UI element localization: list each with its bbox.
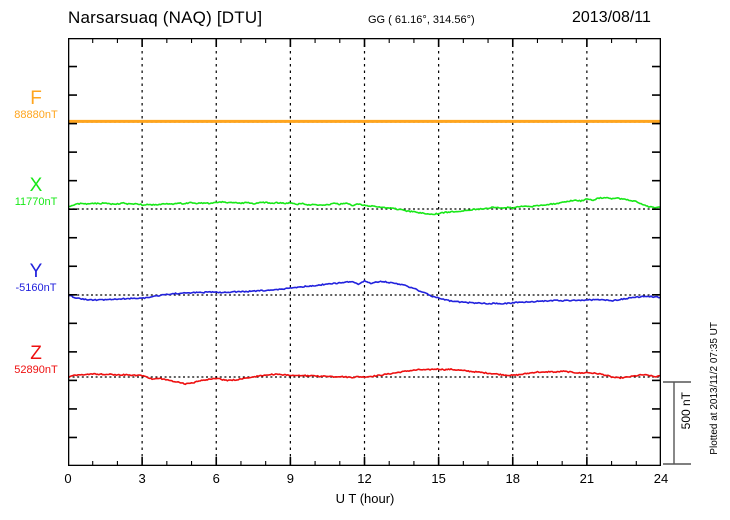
station-title: Narsarsuaq (NAQ) [DTU] [68, 8, 263, 27]
component-traces [68, 119, 661, 386]
x-tick-label-3: 3 [138, 471, 146, 486]
component-letter-y: Y [29, 261, 43, 282]
observation-date: 2013/08/11 [572, 9, 651, 26]
x-tick-label-6: 6 [212, 471, 220, 486]
component-label-y: Y -5160nT [3, 262, 69, 295]
plotted-at-timestamp: Plotted at 2013/11/2 07:35 UT [709, 322, 720, 455]
magnetogram-plot-area [68, 38, 661, 466]
plot-border [68, 38, 661, 466]
trace-z [68, 367, 661, 386]
component-letter-f: F [30, 88, 42, 109]
x-axis-title: U T (hour) [335, 491, 395, 506]
trace-y [68, 279, 661, 305]
component-label-x: X 11770nT [3, 176, 69, 209]
component-label-z: Z 52890nT [3, 344, 69, 377]
vertical-gridlines [141, 38, 588, 466]
component-label-f: F 88880nT [3, 89, 69, 122]
x-tick-label-18: 18 [505, 471, 520, 486]
x-tick-label-15: 15 [431, 471, 446, 486]
plot-svg [68, 38, 661, 466]
x-tick-label-12: 12 [357, 471, 372, 486]
scale-bar [663, 381, 691, 465]
x-tick-label-9: 9 [286, 471, 294, 486]
x-tick-label-24: 24 [653, 471, 669, 486]
component-baseline-value-x: 11770nT [14, 196, 58, 208]
component-baseline-value-z: 52890nT [14, 364, 58, 376]
geographic-coordinates: GG ( 61.16°, 314.56°) [368, 14, 475, 26]
component-letter-z: Z [30, 343, 42, 364]
x-tick-label-0: 0 [64, 471, 72, 486]
component-baseline-value-f: 88880nT [14, 109, 58, 121]
trace-x [68, 196, 661, 216]
component-letter-x: X [29, 175, 43, 196]
axis-ticks [68, 38, 661, 466]
scale-bar-label: 500 nT [679, 392, 693, 430]
x-tick-label-21: 21 [579, 471, 595, 486]
component-baseline-value-y: -5160nT [15, 282, 57, 294]
